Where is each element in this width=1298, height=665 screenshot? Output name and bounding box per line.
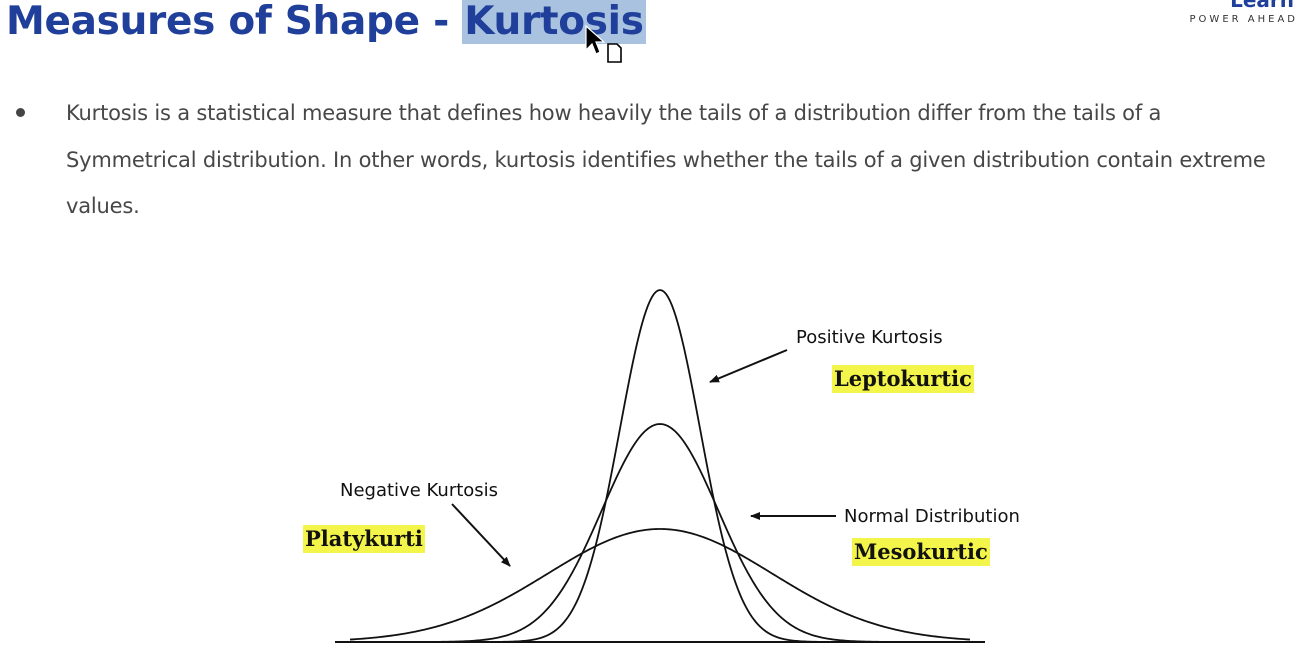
- logo-text: Learn: [1230, 0, 1294, 12]
- leptokurtic-label: Leptokurtic: [832, 365, 974, 393]
- positive-kurtosis-label: Positive Kurtosis: [796, 327, 943, 348]
- logo-tagline: POWER AHEAD: [1189, 14, 1298, 25]
- bullet-dot: [16, 108, 25, 117]
- mesokurtic-curve: [429, 423, 891, 643]
- normal-distribution-label: Normal Distribution: [844, 506, 1020, 527]
- brand-logo: Learn POWER AHEAD: [1178, 0, 1298, 34]
- page-title: Measures of Shape - Kurtosis: [6, 0, 646, 46]
- negative-kurtosis-arrow: [451, 503, 511, 567]
- title-prefix: Measures of Shape -: [6, 0, 463, 44]
- negative-kurtosis-label: Negative Kurtosis: [340, 480, 499, 501]
- platykurtic-label: Platykurti: [303, 525, 425, 553]
- leptokurtic-curve: [499, 289, 821, 643]
- title-highlight[interactable]: Kurtosis: [462, 0, 646, 44]
- platykurtic-curve: [349, 528, 971, 641]
- bullet-paragraph: Kurtosis is a statistical measure that d…: [66, 101, 1266, 218]
- mesokurtic-label: Mesokurtic: [852, 538, 990, 566]
- mouse-cursor-icon: [585, 24, 622, 63]
- positive-kurtosis-arrow: [709, 349, 788, 383]
